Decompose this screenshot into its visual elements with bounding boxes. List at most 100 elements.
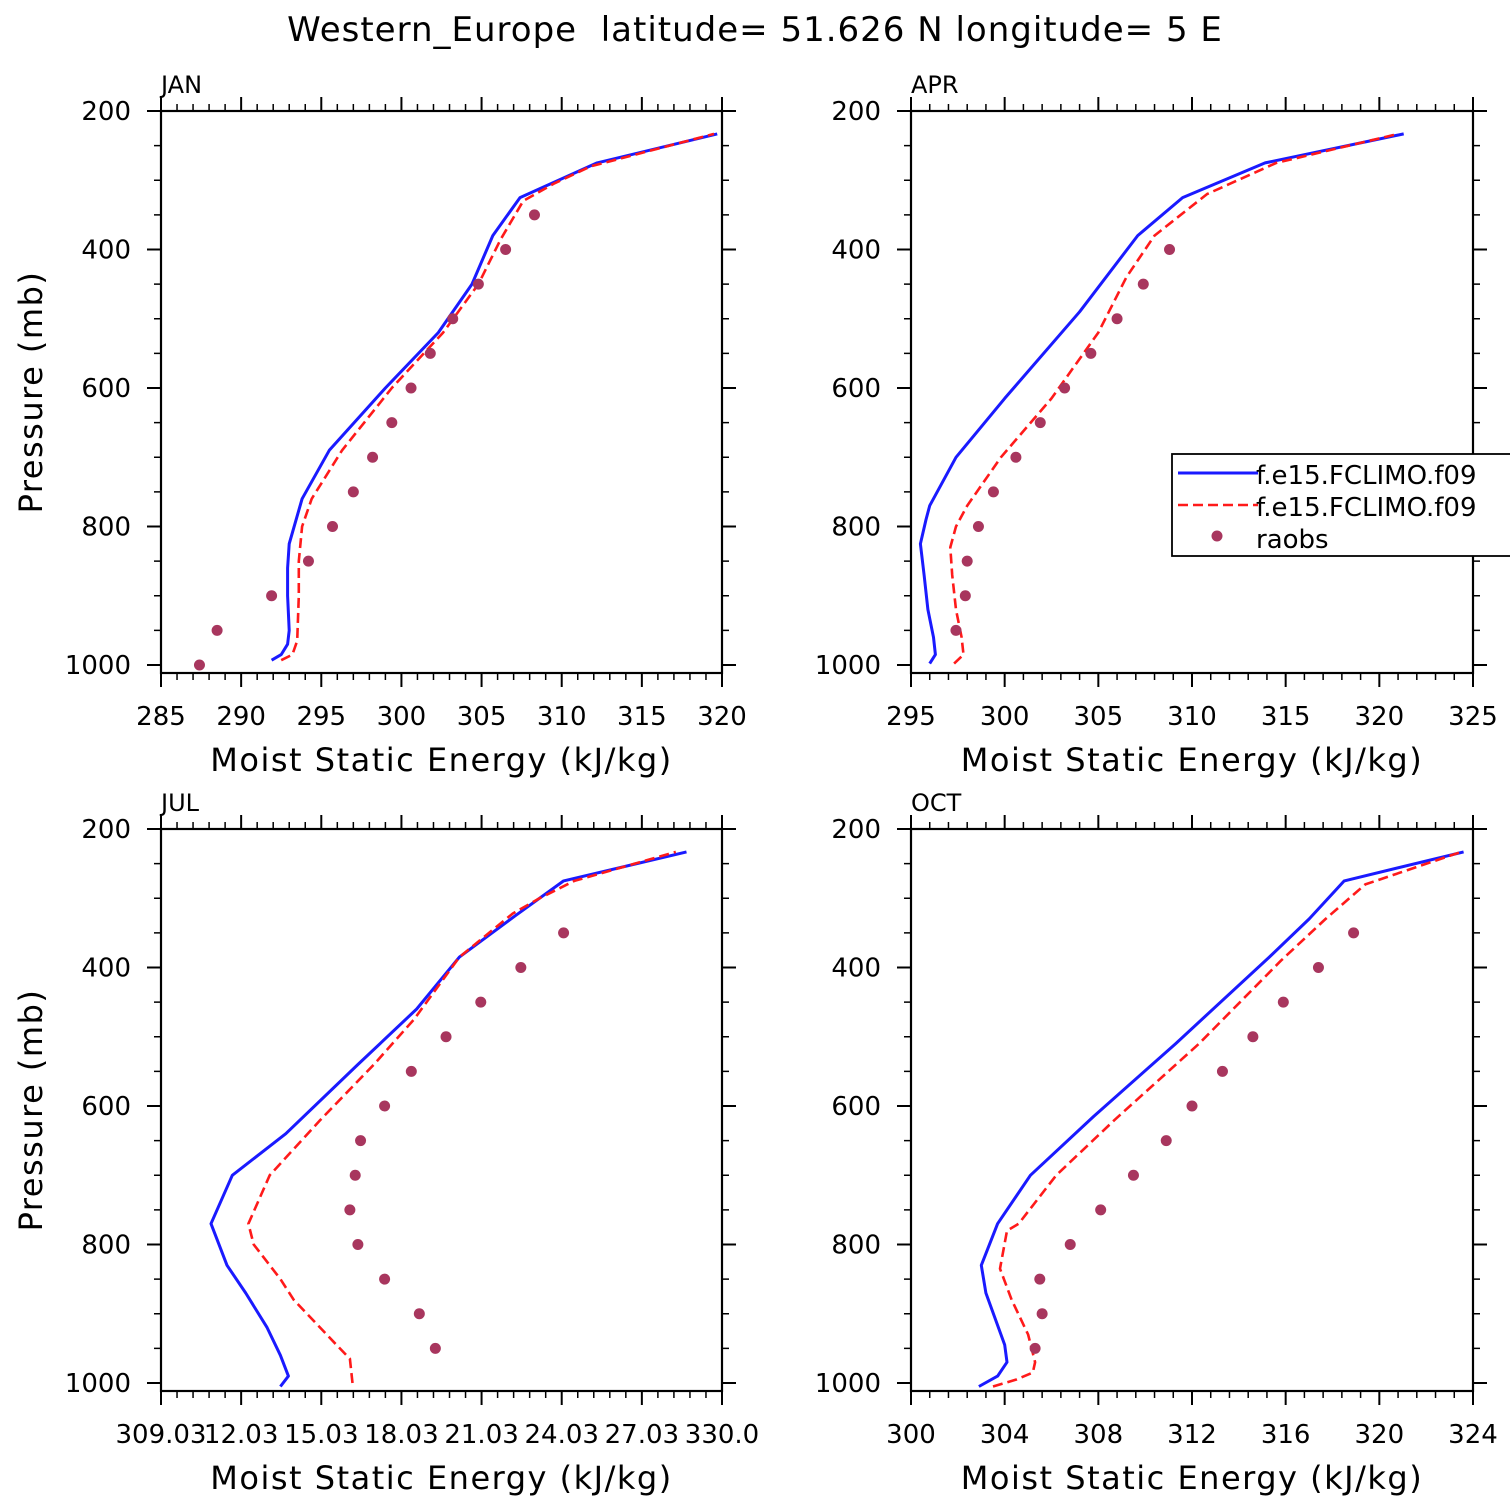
x-tick-label: 309.03 <box>116 1420 207 1450</box>
plot-frame <box>159 827 724 1393</box>
raobs-point <box>405 1065 417 1077</box>
x-tick-label: 316 <box>1261 1420 1311 1450</box>
plot-frame <box>159 109 724 675</box>
y-tick-label: 200 <box>81 815 131 845</box>
raobs-point <box>1059 382 1071 394</box>
model2-line <box>949 132 1399 665</box>
x-tick-label: 310 <box>537 702 587 732</box>
y-tick-label: 800 <box>831 513 881 543</box>
x-axis-label: Moist Static Energy (kJ/kg) <box>961 1459 1423 1497</box>
raobs-point <box>386 417 398 429</box>
raobs-point <box>413 1308 425 1320</box>
x-tick-label: 15.03 <box>284 1420 358 1450</box>
legend-entry: f.e15.FCLIMO.f09 <box>1256 493 1476 523</box>
raobs-point <box>447 313 459 325</box>
raobs-point <box>475 996 487 1008</box>
y-tick-label: 400 <box>831 236 881 266</box>
raobs-point <box>266 590 278 602</box>
x-tick-label: 325 <box>1448 702 1498 732</box>
raobs-point <box>1186 1100 1198 1112</box>
raobs-point <box>1160 1135 1172 1147</box>
x-tick-label: 324 <box>1448 1420 1498 1450</box>
raobs-point <box>1277 996 1289 1008</box>
y-tick-label: 1000 <box>815 1369 881 1399</box>
x-tick-label: 295 <box>296 702 346 732</box>
raobs-point <box>355 1135 367 1147</box>
raobs-point <box>1111 313 1123 325</box>
model2-line <box>992 850 1462 1388</box>
x-tick-label: 290 <box>216 702 266 732</box>
raobs-point <box>302 555 314 567</box>
panel-label: JAN <box>159 71 202 99</box>
x-axis-label: Moist Static Energy (kJ/kg) <box>961 741 1423 779</box>
raobs-point <box>193 659 205 671</box>
x-tick-label: 12.03 <box>204 1420 278 1450</box>
model1-line <box>978 850 1464 1388</box>
raobs-point <box>1095 1204 1107 1216</box>
raobs-point <box>558 927 570 939</box>
y-tick-label: 800 <box>81 1231 131 1261</box>
raobs-point <box>500 244 512 255</box>
raobs-point <box>472 278 484 290</box>
y-axis-label: Pressure (mb) <box>12 989 50 1232</box>
panel-label: JUL <box>159 789 200 817</box>
panel-jan: 285 290 295 300 305 310 315 320 200 400 600 800 1000… <box>12 71 747 779</box>
raobs-point <box>1312 962 1324 973</box>
raobs-point <box>528 209 540 221</box>
y-tick-label: 800 <box>81 513 131 543</box>
raobs-point <box>1164 244 1176 255</box>
figure-title: Western_Europe latitude= 51.626 N longit… <box>287 10 1223 50</box>
raobs-point <box>950 624 962 636</box>
y-tick-label: 400 <box>81 236 131 266</box>
y-tick-label: 1000 <box>65 1369 131 1399</box>
y-tick-label: 600 <box>81 374 131 404</box>
legend-swatch-raobs <box>1211 530 1223 542</box>
panel-label: OCT <box>911 789 962 817</box>
x-tick-label: 320 <box>1355 1420 1405 1450</box>
x-tick-label: 315 <box>617 702 667 732</box>
model2-line <box>247 850 677 1384</box>
raobs-point <box>1137 278 1149 290</box>
model1-line <box>209 850 687 1388</box>
y-tick-label: 1000 <box>65 651 131 681</box>
raobs-point <box>347 486 359 498</box>
x-tick-label: 305 <box>1074 702 1124 732</box>
y-tick-label: 600 <box>831 1092 881 1122</box>
raobs-point <box>1247 1031 1259 1043</box>
raobs-point <box>211 624 223 636</box>
y-tick-label: 400 <box>831 954 881 984</box>
model1-line <box>918 132 1405 665</box>
raobs-point <box>1034 417 1046 429</box>
x-tick-label: 18.03 <box>364 1420 438 1450</box>
y-tick-label: 800 <box>831 1231 881 1261</box>
x-tick-label: 320 <box>1355 702 1405 732</box>
y-tick-label: 200 <box>81 97 131 127</box>
x-tick-label: 308 <box>1074 1420 1124 1450</box>
raobs-point <box>379 1100 391 1112</box>
raobs-point <box>349 1169 361 1181</box>
x-tick-label: 315 <box>1261 702 1311 732</box>
legend-entry: raobs <box>1256 525 1329 555</box>
x-tick-label: 312 <box>1167 1420 1217 1450</box>
y-axis-label: Pressure (mb) <box>12 271 50 514</box>
x-tick-label: 285 <box>136 702 186 732</box>
y-tick-label: 1000 <box>815 651 881 681</box>
raobs-point <box>1348 927 1360 939</box>
panel-label: APR <box>911 71 959 99</box>
y-tick-label: 600 <box>831 374 881 404</box>
raobs-point <box>1064 1239 1076 1250</box>
raobs-point <box>1029 1342 1041 1354</box>
model2-line <box>280 132 715 662</box>
raobs-point <box>1127 1169 1139 1181</box>
panel-apr: 295 300 305 310 315 320 325 200 400 600 800 1000 APR… <box>815 71 1498 779</box>
x-tick-label: 305 <box>457 702 507 732</box>
x-tick-label: 300 <box>886 1420 936 1450</box>
model1-line <box>270 132 718 662</box>
raobs-point <box>405 382 417 394</box>
raobs-point <box>515 962 527 973</box>
raobs-point <box>424 347 436 359</box>
x-axis-label: Moist Static Energy (kJ/kg) <box>210 741 672 779</box>
x-tick-label: 27.03 <box>605 1420 679 1450</box>
